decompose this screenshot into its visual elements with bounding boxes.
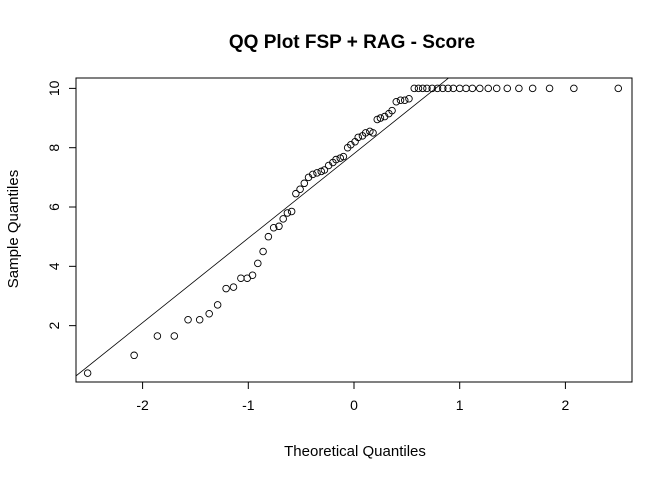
- x-axis: -2 -1 0 1 2: [136, 381, 570, 413]
- data-point: [614, 84, 623, 93]
- data-point: [414, 84, 423, 93]
- data-point: [455, 84, 464, 93]
- data-point: [287, 207, 296, 216]
- data-point: [248, 271, 257, 279]
- data-point: [205, 310, 213, 318]
- data-point: [515, 84, 523, 93]
- data-point: [492, 84, 501, 93]
- data-point: [388, 106, 396, 115]
- data-point: [259, 247, 267, 256]
- data-point: [264, 232, 273, 241]
- x-tick-label: 2: [562, 397, 570, 413]
- data-point: [339, 152, 348, 161]
- data-point: [400, 96, 409, 104]
- data-point: [130, 351, 138, 360]
- y-tick-label: 8: [46, 144, 62, 152]
- chart-title: QQ Plot FSP + RAG - Score: [229, 32, 475, 53]
- data-point: [476, 84, 484, 93]
- data-point: [300, 179, 309, 188]
- data-point: [369, 129, 377, 137]
- data-point: [405, 95, 413, 103]
- y-axis: 2 4 6 8 10: [46, 80, 77, 330]
- x-tick-label: -1: [242, 397, 255, 413]
- data-point: [433, 84, 442, 93]
- data-point: [153, 332, 162, 340]
- data-point: [213, 301, 222, 309]
- data-point: [170, 332, 179, 340]
- data-point: [444, 84, 452, 93]
- data-point: [468, 84, 477, 93]
- data-points: [83, 84, 623, 377]
- y-tick-label: 2: [46, 322, 62, 330]
- data-point: [292, 189, 300, 198]
- data-point: [269, 224, 278, 232]
- data-point: [392, 97, 401, 106]
- data-point: [439, 84, 447, 93]
- data-point: [410, 84, 419, 93]
- data-point: [237, 274, 245, 282]
- data-point: [313, 169, 321, 177]
- data-point: [376, 114, 385, 122]
- data-point: [484, 84, 492, 93]
- data-point: [354, 133, 362, 142]
- data-point: [296, 185, 304, 193]
- x-tick-label: 0: [350, 397, 358, 413]
- y-axis-label: Sample Quantiles: [5, 170, 22, 288]
- data-point: [283, 209, 292, 217]
- data-point: [229, 283, 238, 291]
- data-point: [184, 315, 192, 324]
- data-point: [332, 155, 340, 164]
- data-point: [361, 129, 370, 137]
- data-point: [428, 84, 436, 93]
- x-tick-label: 1: [456, 397, 464, 413]
- y-tick-label: 4: [46, 262, 62, 270]
- x-axis-label: Theoretical Quantiles: [284, 443, 426, 460]
- y-tick-label: 6: [46, 203, 62, 211]
- data-point: [275, 222, 283, 231]
- data-point: [320, 166, 329, 174]
- data-point: [545, 84, 554, 93]
- reference-line: [76, 78, 450, 377]
- data-point: [570, 84, 578, 93]
- data-point: [222, 284, 230, 293]
- data-point: [423, 84, 431, 93]
- x-tick-label: -2: [136, 397, 149, 413]
- data-point: [309, 170, 317, 179]
- y-tick-label: 10: [46, 80, 62, 96]
- data-point: [254, 259, 262, 268]
- data-point: [528, 84, 537, 93]
- data-point: [279, 215, 287, 223]
- data-point: [462, 84, 470, 93]
- plot-frame: [75, 77, 633, 383]
- data-point: [83, 369, 92, 377]
- data-point: [195, 315, 204, 324]
- data-point: [503, 84, 512, 93]
- data-point: [396, 96, 405, 104]
- data-point: [418, 84, 427, 93]
